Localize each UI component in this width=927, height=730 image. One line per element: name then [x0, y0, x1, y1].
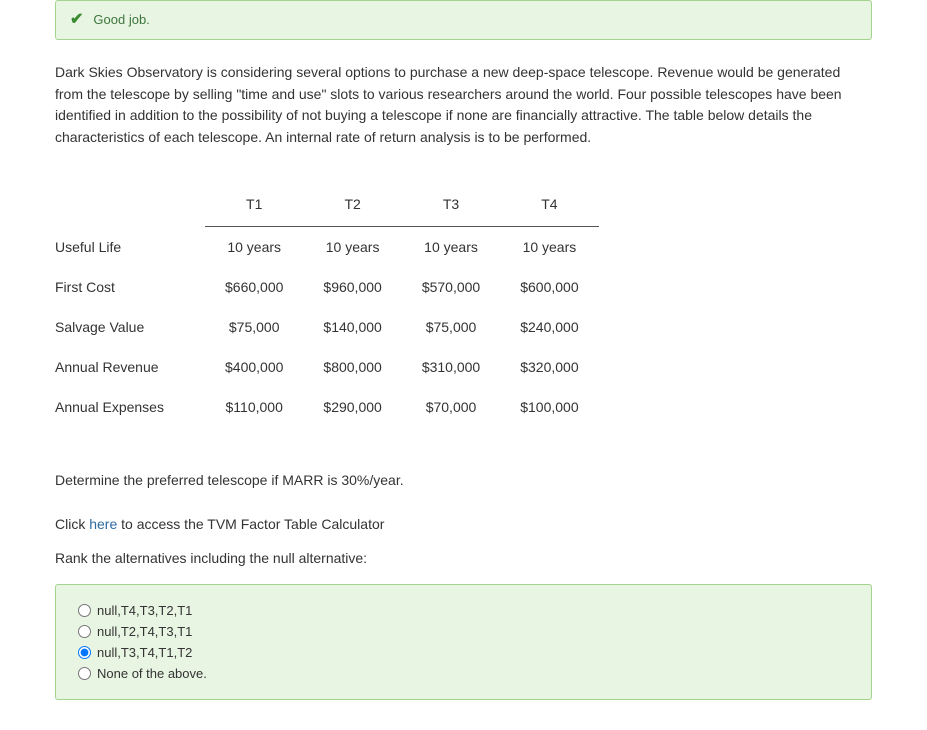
table-row: Annual Expenses $110,000 $290,000 $70,00…: [55, 387, 599, 427]
table-cell: 10 years: [500, 226, 598, 267]
table-header: T3: [402, 184, 500, 227]
table-cell: $660,000: [205, 267, 303, 307]
table-cell: $75,000: [402, 307, 500, 347]
option-label: null,T4,T3,T2,T1: [97, 603, 192, 618]
tvm-calculator-link[interactable]: here: [89, 516, 117, 532]
option-row[interactable]: null,T4,T3,T2,T1: [78, 603, 849, 618]
click-prefix: Click: [55, 516, 89, 532]
table-cell: 10 years: [205, 226, 303, 267]
table-row: Annual Revenue $400,000 $800,000 $310,00…: [55, 347, 599, 387]
table-cell: $100,000: [500, 387, 598, 427]
success-alert: ✔ Good job.: [55, 0, 872, 40]
option-radio[interactable]: [78, 604, 91, 617]
option-label: null,T2,T4,T3,T1: [97, 624, 192, 639]
table-cell: $600,000: [500, 267, 598, 307]
option-radio[interactable]: [78, 667, 91, 680]
table-cell: $240,000: [500, 307, 598, 347]
table-cell: $75,000: [205, 307, 303, 347]
problem-statement: Dark Skies Observatory is considering se…: [55, 62, 872, 149]
rank-instruction: Rank the alternatives including the null…: [55, 550, 872, 566]
table-row: Useful Life 10 years 10 years 10 years 1…: [55, 226, 599, 267]
table-cell: $310,000: [402, 347, 500, 387]
row-label: Annual Expenses: [55, 387, 205, 427]
option-radio[interactable]: [78, 625, 91, 638]
option-label: null,T3,T4,T1,T2: [97, 645, 192, 660]
table-cell: $70,000: [402, 387, 500, 427]
option-row[interactable]: None of the above.: [78, 666, 849, 681]
table-cell: $320,000: [500, 347, 598, 387]
table-cell: $400,000: [205, 347, 303, 387]
table-cell: $960,000: [303, 267, 401, 307]
table-cell: $800,000: [303, 347, 401, 387]
table-cell: $110,000: [205, 387, 303, 427]
table-header: T1: [205, 184, 303, 227]
check-icon: ✔: [70, 9, 83, 29]
table-cell: 10 years: [402, 226, 500, 267]
option-radio[interactable]: [78, 646, 91, 659]
calculator-link-line: Click here to access the TVM Factor Tabl…: [55, 516, 872, 532]
question-prompt: Determine the preferred telescope if MAR…: [55, 472, 872, 488]
table-header: T4: [500, 184, 598, 227]
table-header: T2: [303, 184, 401, 227]
option-label: None of the above.: [97, 666, 207, 681]
alert-message: Good job.: [93, 12, 149, 27]
telescope-table: T1 T2 T3 T4 Useful Life 10 years 10 year…: [55, 184, 599, 427]
row-label: First Cost: [55, 267, 205, 307]
table-cell: 10 years: [303, 226, 401, 267]
table-header-blank: [55, 184, 205, 227]
click-suffix: to access the TVM Factor Table Calculato…: [117, 516, 384, 532]
option-row[interactable]: null,T2,T4,T3,T1: [78, 624, 849, 639]
table-row: First Cost $660,000 $960,000 $570,000 $6…: [55, 267, 599, 307]
table-cell: $570,000: [402, 267, 500, 307]
option-row[interactable]: null,T3,T4,T1,T2: [78, 645, 849, 660]
row-label: Useful Life: [55, 226, 205, 267]
table-cell: $290,000: [303, 387, 401, 427]
row-label: Annual Revenue: [55, 347, 205, 387]
answer-options: null,T4,T3,T2,T1 null,T2,T4,T3,T1 null,T…: [55, 584, 872, 700]
row-label: Salvage Value: [55, 307, 205, 347]
table-cell: $140,000: [303, 307, 401, 347]
table-row: Salvage Value $75,000 $140,000 $75,000 $…: [55, 307, 599, 347]
